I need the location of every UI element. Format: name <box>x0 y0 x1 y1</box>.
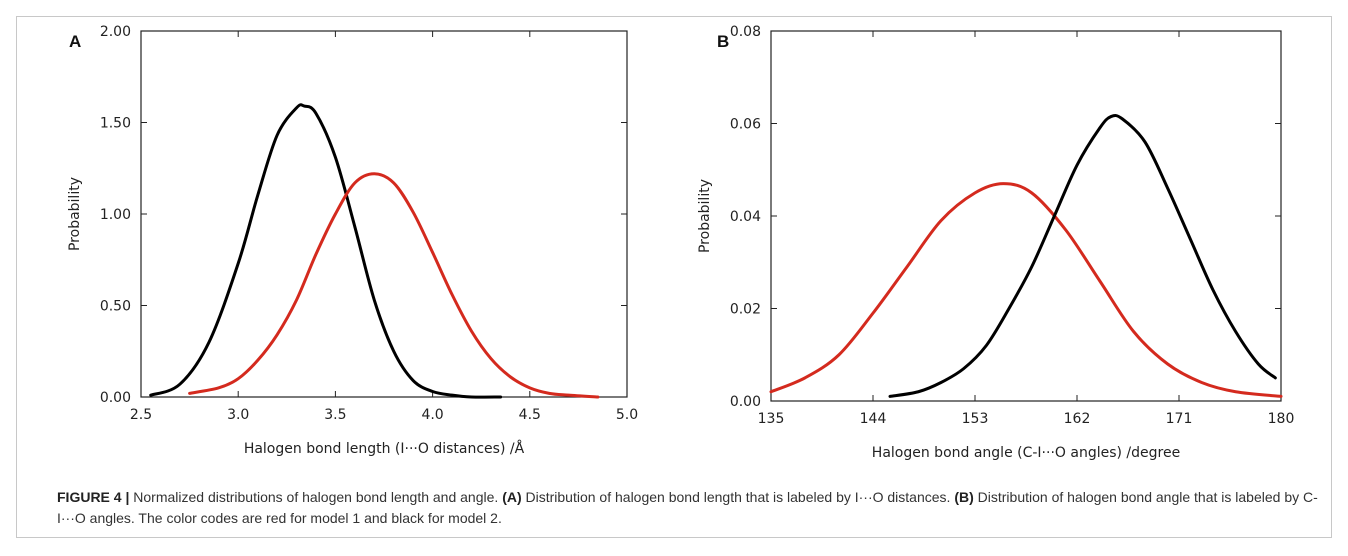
panel-label-b: B <box>717 32 729 51</box>
x-tick-label: 153 <box>962 411 989 427</box>
black-series-line-b <box>888 114 1277 398</box>
caption-text-2: Distribution of halogen bond length that… <box>521 489 955 505</box>
figure-caption: FIGURE 4 | Normalized distributions of h… <box>57 487 1337 529</box>
y-tick-label: 1.00 <box>100 207 131 223</box>
x-tick-label: 180 <box>1268 411 1295 427</box>
x-tick-label: 144 <box>860 411 887 427</box>
x-tick-label: 162 <box>1064 411 1091 427</box>
x-axis-label-b: Halogen bond angle (C-I···O angles) /deg… <box>872 445 1180 461</box>
x-tick-label: 4.0 <box>421 407 443 423</box>
black-series-line-a <box>149 103 503 399</box>
x-tick-label: 4.5 <box>519 407 541 423</box>
caption-text-3: Distribution of halogen bond angle that … <box>57 489 1318 526</box>
caption-label-a: (A) <box>502 489 522 505</box>
chart-panel-b: 135 144 153 162 171 180 0.00 0.02 0.04 0.06 0.08 Ha… <box>697 24 1295 461</box>
x-axis-label-a: Halogen bond length (I···O distances) /Å <box>244 440 525 457</box>
chart-panel-a: 2.5 3.0 3.5 4.0 4.5 5.0 0.00 0.50 1.00 1.50 2.00 Ha… <box>67 24 638 457</box>
caption-text-1: Normalized distributions of halogen bond… <box>129 489 503 505</box>
plot-frame-a <box>140 30 628 398</box>
y-tick-label: 0.08 <box>730 24 761 40</box>
x-tick-label: 5.0 <box>616 407 638 423</box>
y-tick-label: 0.00 <box>730 394 761 410</box>
y-axis-label-a: Probability <box>67 177 83 251</box>
x-tick-label: 135 <box>758 411 785 427</box>
x-tick-label: 3.0 <box>227 407 249 423</box>
x-tick-label: 3.5 <box>324 407 346 423</box>
caption-figure-label: FIGURE 4 | <box>57 489 130 505</box>
y-tick-label: 2.00 <box>100 24 131 40</box>
red-series-line-b <box>769 182 1283 398</box>
figure-frame: 2.5 3.0 3.5 4.0 4.5 5.0 0.00 0.50 1.00 1.50 2.00 Ha… <box>16 16 1332 538</box>
caption-label-b: (B) <box>954 489 974 505</box>
y-tick-label: 0.02 <box>730 302 761 318</box>
x-tick-label: 2.5 <box>130 407 152 423</box>
panel-label-a: A <box>69 32 81 51</box>
y-tick-label: 0.50 <box>100 299 131 315</box>
y-tick-label: 1.50 <box>100 116 131 132</box>
y-axis-label-b: Probability <box>697 179 713 253</box>
x-tick-label: 171 <box>1166 411 1193 427</box>
red-series-line-a <box>188 172 600 399</box>
y-tick-label: 0.00 <box>100 390 131 406</box>
y-tick-label: 0.06 <box>730 117 761 133</box>
y-tick-label: 0.04 <box>730 209 761 225</box>
